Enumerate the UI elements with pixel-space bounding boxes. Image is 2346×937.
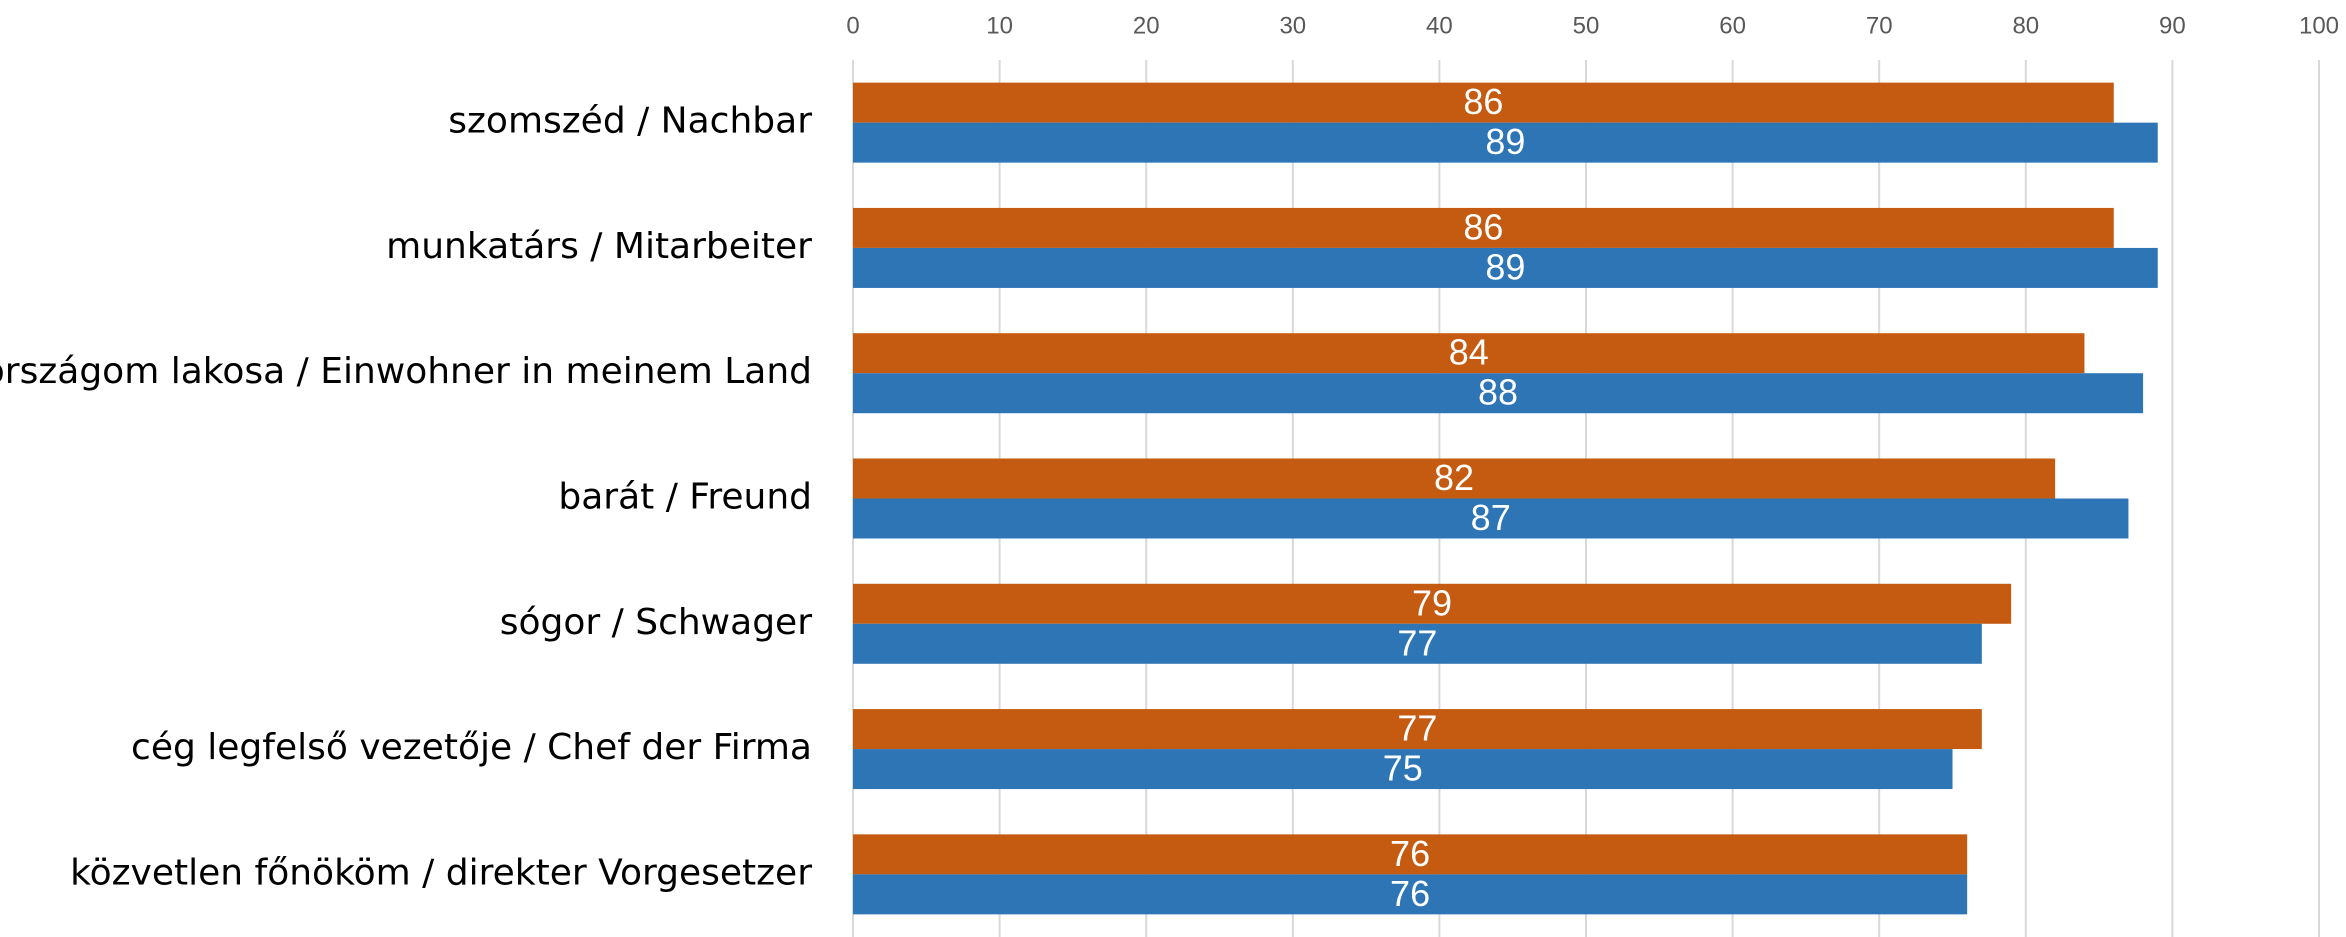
bar <box>853 122 2158 163</box>
x-tick-label: 30 <box>1279 12 1306 39</box>
x-tick-label: 50 <box>1573 12 1600 39</box>
category-label: munkatárs / Mitarbeiter <box>386 226 812 267</box>
bar <box>853 874 1968 915</box>
category-label: közvetlen főnököm / direkter Vorgesetzer <box>70 852 812 893</box>
category-label: országom lakosa / Einwohner in meinem La… <box>0 351 812 392</box>
data-label: 75 <box>1383 748 1423 789</box>
data-label: 76 <box>1390 873 1430 914</box>
x-tick-label: 80 <box>2012 12 2039 39</box>
x-tick-label: 100 <box>2299 12 2339 39</box>
data-label: 84 <box>1449 332 1489 373</box>
x-tick-label: 70 <box>1866 12 1893 39</box>
bar <box>853 82 2114 123</box>
data-label: 76 <box>1390 833 1430 874</box>
x-tick-label: 10 <box>986 12 1013 39</box>
data-label: 86 <box>1463 81 1503 122</box>
bar <box>853 247 2158 288</box>
bar <box>853 458 2056 499</box>
bar <box>853 583 2012 624</box>
data-label: 77 <box>1397 622 1437 663</box>
bar <box>853 749 1953 790</box>
data-label: 79 <box>1412 582 1452 623</box>
bar <box>853 333 2085 374</box>
category-label: sógor / Schwager <box>500 602 812 643</box>
data-label: 89 <box>1485 121 1525 162</box>
bar <box>853 373 2144 414</box>
x-tick-label: 40 <box>1426 12 1453 39</box>
data-label: 88 <box>1478 372 1518 413</box>
x-tick-label: 60 <box>1719 12 1746 39</box>
data-label: 82 <box>1434 457 1474 498</box>
data-label: 89 <box>1485 246 1525 287</box>
category-label: cég legfelső vezetője / Chef der Firma <box>131 727 812 768</box>
x-tick-label: 0 <box>846 12 859 39</box>
data-label: 77 <box>1397 708 1437 749</box>
x-tick-label: 20 <box>1133 12 1160 39</box>
bar <box>853 207 2114 248</box>
bar <box>853 834 1968 875</box>
bar <box>853 623 1982 664</box>
x-tick-label: 90 <box>2159 12 2186 39</box>
data-label: 87 <box>1471 497 1511 538</box>
bar <box>853 498 2129 539</box>
bar <box>853 709 1982 750</box>
category-label: barát / Freund <box>558 477 812 518</box>
category-label: szomszéd / Nachbar <box>448 101 812 142</box>
data-label: 86 <box>1463 206 1503 247</box>
